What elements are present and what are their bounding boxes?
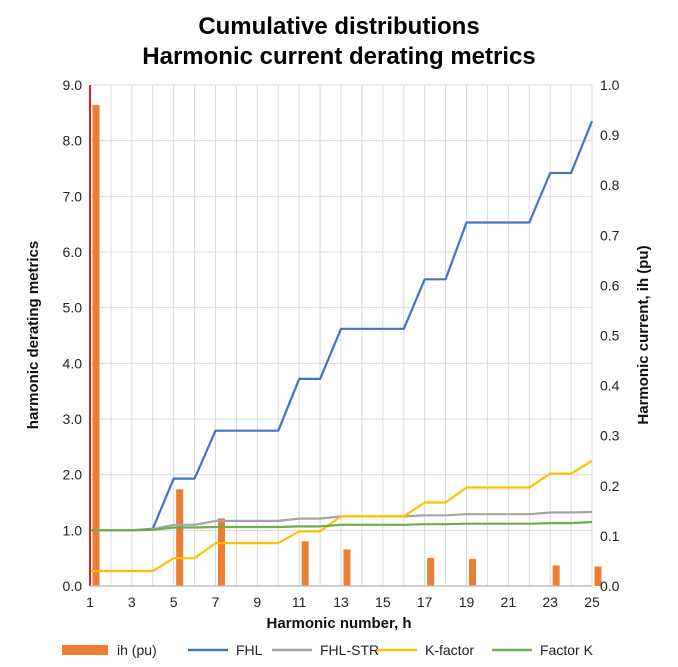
bar-ih-h25 <box>594 566 602 586</box>
legend-label-fhl: FHL <box>236 642 263 658</box>
y-left-tick-label: 9.0 <box>63 77 83 93</box>
chart-title-line-2: Harmonic current derating metrics <box>142 43 535 70</box>
y-axis-left-label: harmonic derating metrics <box>25 241 42 429</box>
y-right-tick-label: 0.0 <box>600 578 620 594</box>
y-left-tick-label: 4.0 <box>63 355 83 371</box>
legend-label-ih-pu: ih (pu) <box>117 642 157 658</box>
x-tick-label: 19 <box>459 594 475 610</box>
line-series <box>90 120 594 573</box>
y-right-tick-label: 0.1 <box>600 528 620 544</box>
axes <box>89 85 592 587</box>
x-tick-label: 1 <box>86 594 94 610</box>
legend-label-factor-k: Factor K <box>540 642 594 658</box>
x-tick-label: 21 <box>501 594 517 610</box>
x-tick-label: 13 <box>333 594 349 610</box>
x-tick-label: 15 <box>375 594 391 610</box>
y-axis-right-label: Harmonic current, ih (pu) <box>635 245 652 424</box>
bar-ih-h23 <box>552 565 560 586</box>
x-tick-label: 11 <box>292 594 307 610</box>
y-left-tick-label: 5.0 <box>63 300 83 316</box>
y-right-tick-label: 0.3 <box>600 428 620 444</box>
y-right-tick-label: 0.5 <box>600 328 620 344</box>
y-left-tick-label: 7.0 <box>63 188 83 204</box>
gridlines <box>89 84 593 587</box>
legend-label-k-factor: K-factor <box>425 642 474 658</box>
x-tick-label: 9 <box>253 594 261 610</box>
y-left-tick-label: 8.0 <box>63 133 83 149</box>
line-k-factor <box>90 459 593 573</box>
bar-ih-h11 <box>301 541 309 586</box>
line-fhl <box>90 120 594 532</box>
y-left-tick-label: 6.0 <box>63 244 83 260</box>
line-factor-k <box>90 520 593 532</box>
y-left-tick-label: 1.0 <box>63 522 83 538</box>
x-tick-label: 3 <box>128 594 136 610</box>
bar-ih-h13 <box>343 549 351 586</box>
legend-label-fhl-str: FHL-STR <box>320 642 379 658</box>
y-right-tick-label: 0.8 <box>600 177 620 193</box>
bar-series-ih <box>92 105 602 586</box>
y-right-tick-label: 1.0 <box>600 77 620 93</box>
bar-ih-h1 <box>92 105 100 586</box>
bar-ih-h5 <box>176 489 184 586</box>
y-right-tick-label: 0.2 <box>600 478 620 494</box>
legend: ih (pu) FHL FHL-STR K-factor Factor K <box>62 642 594 658</box>
bar-ih-h19 <box>469 558 476 586</box>
x-axis-label: Harmonic number, h <box>266 615 411 632</box>
x-tick-label: 17 <box>417 594 433 610</box>
x-tick-label: 5 <box>170 594 178 610</box>
y-right-tick-label: 0.9 <box>600 127 620 143</box>
tick-labels: 1 3 5 7 9 11 13 15 17 19 21 23 250.01.02.03.04.05.06… <box>63 77 620 610</box>
chart-title-line-1: Cumulative distributions <box>198 13 479 40</box>
legend-swatch-ih-pu <box>62 645 108 655</box>
y-left-tick-label: 2.0 <box>63 467 83 483</box>
x-tick-label: 7 <box>212 594 220 610</box>
y-right-tick-label: 0.7 <box>600 227 620 243</box>
y-left-tick-label: 3.0 <box>63 411 83 427</box>
bar-ih-h7 <box>218 518 225 586</box>
y-right-tick-label: 0.6 <box>600 277 620 293</box>
y-left-tick-label: 0.0 <box>63 578 83 594</box>
x-tick-label: 23 <box>542 594 558 610</box>
x-tick-label: 25 <box>584 594 600 610</box>
y-right-tick-label: 0.4 <box>600 378 620 394</box>
bar-ih-h17 <box>427 557 435 586</box>
